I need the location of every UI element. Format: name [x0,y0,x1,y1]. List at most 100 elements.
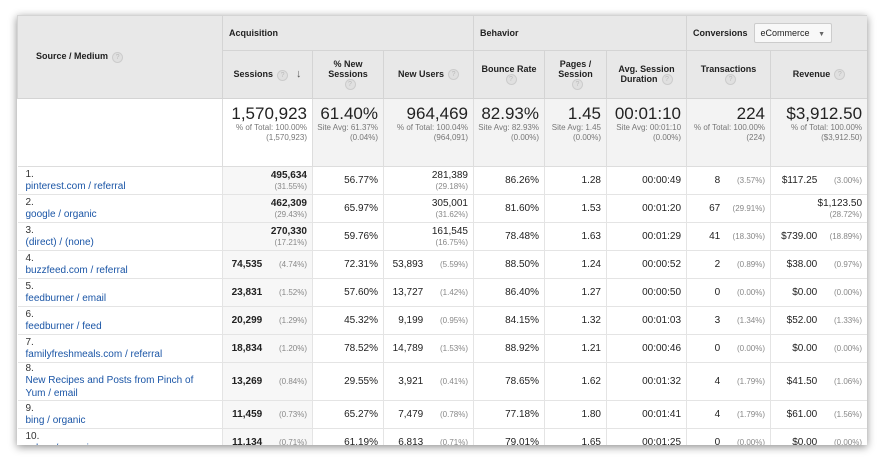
dropdown-arrow-icon: ▼ [818,31,825,38]
cell-value: 270,330 [270,225,307,237]
sessions-cell: 270,330 (17.21%) [222,222,313,251]
header-bounce-rate[interactable]: Bounce Rate? [473,50,545,99]
new-users-cell: 9,199 (0.95%) [383,306,474,335]
cell-value: 78.65% [505,376,539,387]
pages-session-cell: 1.53 [544,194,607,223]
cell-value: 13,727 [392,287,424,298]
help-icon[interactable]: ? [725,74,737,86]
source-medium-link[interactable]: pinterest.com / referral [25,180,126,192]
new-sessions-cell: 45.32% [312,306,384,335]
header-sessions[interactable]: Sessions? ↓ [222,50,313,99]
cell-value: 6,813 [398,437,424,445]
total-sub: % of Total: 100.00% (224) [694,123,766,142]
row-index: 4. [25,252,34,264]
help-icon[interactable]: ? [661,74,673,86]
cell-percent: (1.53%) [439,344,468,353]
source-cell: 6.feedburner / feed [17,306,223,335]
cell-value: 11,459 [232,409,263,420]
help-icon[interactable]: ? [112,51,124,63]
help-icon[interactable]: ? [505,74,517,86]
new-sessions-cell: 29.55% [312,362,384,401]
total-sub: % of Total: 100.00% ($3,912.50) [791,123,863,142]
source-medium-link[interactable]: bing / organic [25,414,86,426]
cell-percent: (5.59%) [439,260,468,269]
table-row: 8.New Recipes and Posts from Pinch of Yu… [17,362,867,401]
source-medium-link[interactable]: (direct) / (none) [25,236,94,248]
cell-percent: (1.33%) [834,316,863,325]
pages-session-cell: 1.62 [544,362,607,401]
cell-value: 00:00:52 [642,259,682,270]
cell-percent: (0.71%) [439,438,468,445]
conversions-select[interactable]: eCommerce ▼ [753,23,832,43]
revenue-cell: $0.00 (0.00%) [770,278,867,307]
source-medium-link[interactable]: feedburner / feed [25,320,102,332]
header-transactions[interactable]: Transactions? [686,50,772,99]
header-avg-duration[interactable]: Avg. Session Duration? [605,50,688,99]
header-label: New Users [397,68,445,79]
help-icon[interactable]: ? [277,69,289,81]
cell-percent: (1.06%) [834,377,863,386]
cell-value: 53,893 [392,259,424,270]
cell-percent: (1.29%) [278,316,307,325]
header-source-medium[interactable]: Source / Medium? [17,15,223,99]
cell-value: 86.26% [505,175,539,186]
sort-descending-icon[interactable]: ↓ [296,68,302,81]
cell-percent: (0.00%) [834,438,863,445]
total-avg-duration: 00:01:10 Site Avg: 00:01:10 (0.00%) [606,98,688,167]
cell-value: 81.60% [505,203,539,214]
cell-value: 56.77% [344,175,378,186]
source-medium-link[interactable]: New Recipes and Posts from Pinch of Yum … [25,375,194,399]
table-row: 9.bing / organic 11,459 (0.73%) 65.27% 7,47… [17,400,867,429]
source-medium-link[interactable]: feedburner / email [25,292,107,304]
cell-value: 1.28 [581,175,601,186]
cell-value: 00:00:49 [642,175,682,186]
cell-value: $41.50 [786,376,818,387]
new-users-cell: 161,545 (16.75%) [383,222,474,251]
help-icon[interactable]: ? [834,69,846,81]
cell-value: 77.18% [505,409,539,420]
bounce-rate-cell: 88.92% [473,334,545,363]
cell-percent: (3.00%) [834,176,863,185]
total-bounce-rate: 82.93% Site Avg: 82.93% (0.00%) [473,98,545,167]
header-pages-session[interactable]: Pages / Session? [544,50,607,99]
cell-percent: (29.91%) [732,204,766,213]
cell-value: 0 [714,287,721,298]
source-medium-link[interactable]: google / organic [25,208,97,220]
source-medium-link[interactable]: yahoo / organic [26,442,196,446]
total-pages-session: 1.45 Site Avg: 1.45 (0.00%) [544,98,607,167]
totals-row: 1,570,923% of Total: 100.00% (1,570,923)… [17,98,867,167]
cell-percent: (0.89%) [737,260,766,269]
cell-percent: (0.97%) [834,260,863,269]
source-cell: 7.familyfreshmeals.com / referral [17,334,223,363]
header-new-sessions[interactable]: % New Sessions? [312,50,384,99]
cell-value: $1,123.50 [817,197,863,209]
total-value: 00:01:10 [614,104,682,123]
cell-value: 29.55% [344,376,378,387]
sessions-cell: 495,634 (31.55%) [222,166,313,195]
revenue-cell: $0.00 (0.00%) [770,428,867,445]
cell-value: 1.80 [581,409,601,420]
cell-value: 20,299 [231,315,263,326]
cell-value: 86.40% [505,287,539,298]
header-new-users[interactable]: New Users? [383,50,474,99]
total-value: 1.45 [567,104,601,123]
sessions-cell: 23,831 (1.52%) [222,278,313,307]
source-medium-link[interactable]: buzzfeed.com / referral [25,264,128,276]
header-revenue[interactable]: Revenue? [770,50,867,99]
table-row: 1.pinterest.com / referral 495,634 (31.55… [17,166,867,195]
help-icon[interactable]: ? [572,79,583,91]
cell-percent: (3.57%) [737,176,766,185]
total-new-users: 964,469% of Total: 100.04% (964,091) [383,98,474,167]
bounce-rate-cell: 84.15% [473,306,545,335]
cell-percent: (0.41%) [439,377,468,386]
source-medium-link[interactable]: familyfreshmeals.com / referral [25,348,163,360]
new-users-cell: 53,893 (5.59%) [383,250,474,279]
total-sub: Site Avg: 1.45 (0.00%) [551,123,601,142]
cell-percent: (0.95%) [439,316,468,325]
cell-percent: (29.43%) [274,209,307,219]
cell-percent: (1.20%) [278,344,307,353]
revenue-cell: $52.00 (1.33%) [770,306,867,335]
help-icon[interactable]: ? [344,79,356,91]
avg-duration-cell: 00:00:46 [606,334,688,363]
help-icon[interactable]: ? [448,69,460,81]
